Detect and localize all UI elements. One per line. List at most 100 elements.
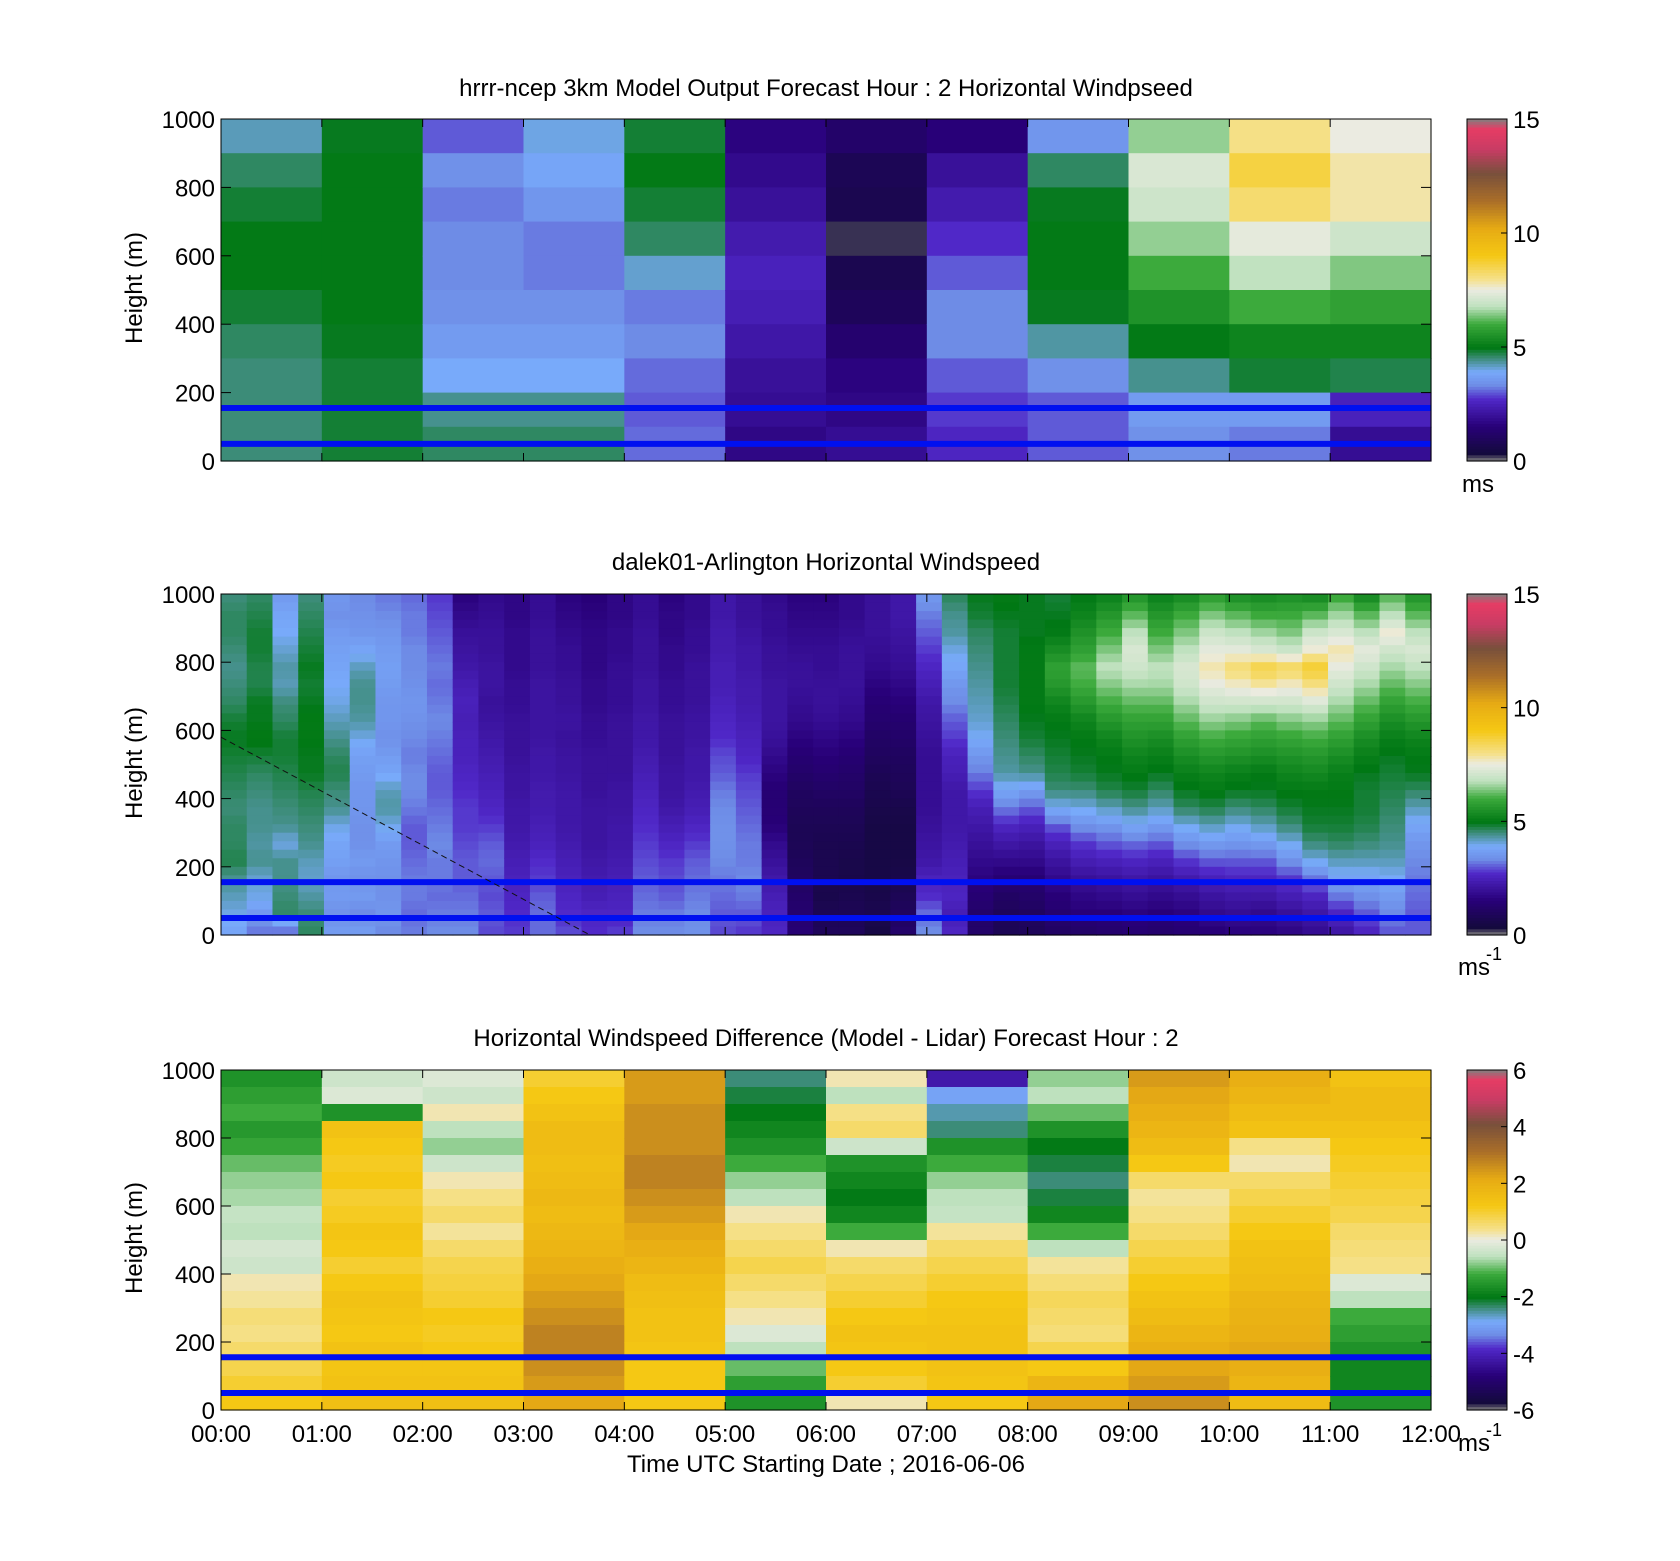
heatmap-cell xyxy=(967,798,994,808)
heatmap-cell xyxy=(272,909,299,919)
heatmap-cell xyxy=(993,755,1020,766)
heatmap-cell xyxy=(624,1104,726,1122)
heatmap-cell xyxy=(658,713,685,723)
heatmap-cell xyxy=(864,773,891,783)
heatmap-cell xyxy=(838,892,866,902)
heatmap-cell xyxy=(761,790,788,800)
heatmap-cell xyxy=(1122,594,1149,604)
heatmap-cell xyxy=(555,611,583,621)
heatmap-cell xyxy=(725,119,827,154)
heatmap-cell xyxy=(1276,824,1303,834)
heatmap-cell xyxy=(607,866,634,876)
heatmap-cell xyxy=(478,636,505,646)
heatmap-cell xyxy=(246,917,274,928)
heatmap-cell xyxy=(890,781,917,791)
heatmap-cell xyxy=(607,738,634,749)
heatmap-cell xyxy=(1250,807,1278,817)
heatmap-cell xyxy=(607,704,634,714)
heatmap-cell xyxy=(1353,653,1381,663)
heatmap-cell xyxy=(1199,713,1226,723)
heatmap-cell xyxy=(246,858,274,868)
heatmap-cell xyxy=(1328,687,1355,697)
heatmap-cell xyxy=(375,832,402,842)
heatmap-cell xyxy=(1379,764,1406,774)
heatmap-cell xyxy=(735,696,763,706)
colorbar-step xyxy=(1467,341,1507,345)
heatmap-cell xyxy=(967,755,994,766)
heatmap-cell xyxy=(323,721,351,732)
heatmap-cell xyxy=(478,807,505,817)
colorbar-step xyxy=(1467,127,1507,131)
heatmap-cell xyxy=(555,687,583,697)
heatmap-cell xyxy=(555,730,583,740)
heatmap-cell xyxy=(1122,628,1149,638)
heatmap-cell xyxy=(221,1274,323,1292)
heatmap-cell xyxy=(246,602,274,612)
heatmap-cell xyxy=(826,153,928,188)
heatmap-cell xyxy=(658,670,685,680)
heatmap-cell xyxy=(813,858,840,868)
panel-difference-heatmap xyxy=(221,1070,1432,1411)
heatmap-cell xyxy=(684,900,711,911)
heatmap-cell xyxy=(555,696,583,706)
heatmap-cell xyxy=(1128,221,1230,257)
heatmap-cell xyxy=(426,764,454,774)
heatmap-cell xyxy=(941,611,969,621)
heatmap-cell xyxy=(1379,713,1406,723)
heatmap-cell xyxy=(529,738,557,749)
heatmap-cell xyxy=(864,807,891,817)
heatmap-cell xyxy=(993,636,1020,646)
colorbar-step xyxy=(1467,264,1507,268)
heatmap-cell xyxy=(323,917,351,928)
heatmap-cell xyxy=(555,824,583,834)
heatmap-cell xyxy=(555,662,583,672)
heatmap-cell xyxy=(967,670,994,680)
heatmap-cell xyxy=(761,892,788,902)
heatmap-cell xyxy=(375,738,402,749)
heatmap-cell xyxy=(401,713,428,723)
heatmap-cell xyxy=(761,662,788,672)
colorbar-step xyxy=(1467,798,1507,803)
heatmap-cell xyxy=(1070,636,1097,646)
heatmap-cell xyxy=(523,1189,625,1207)
heatmap-cell xyxy=(221,358,323,394)
colorbar-step xyxy=(1467,1279,1507,1284)
heatmap-cell xyxy=(272,824,299,834)
colorbar-step xyxy=(1467,684,1507,689)
heatmap-cell xyxy=(993,687,1020,697)
heatmap-cell xyxy=(1070,900,1097,911)
heatmap-cell xyxy=(1353,679,1381,689)
heatmap-cell xyxy=(1405,619,1432,629)
colorbar-step xyxy=(1467,710,1507,714)
heatmap-cell xyxy=(523,1087,625,1105)
heatmap-cell xyxy=(221,1257,323,1275)
heatmap-cell xyxy=(890,619,917,629)
heatmap-cell xyxy=(321,1070,424,1088)
heatmap-cell xyxy=(1330,1121,1432,1139)
heatmap-cell xyxy=(1122,781,1149,791)
colorbar-step xyxy=(1467,421,1507,425)
heatmap-cell xyxy=(349,619,377,629)
heatmap-cell xyxy=(504,790,531,800)
heatmap-cell xyxy=(555,594,583,604)
heatmap-cell xyxy=(607,807,634,817)
heatmap-cell xyxy=(1096,747,1123,757)
heatmap-cell xyxy=(658,628,685,638)
heatmap-cell xyxy=(1147,747,1175,757)
heatmap-cell xyxy=(624,255,726,291)
heatmap-cell xyxy=(426,628,454,638)
colorbar-step xyxy=(1467,247,1507,251)
heatmap-cell xyxy=(298,721,325,732)
heatmap-cell xyxy=(890,807,917,817)
heatmap-cell xyxy=(1173,653,1200,663)
y-tick-label: 200 xyxy=(175,381,215,408)
colorbar-step xyxy=(1467,821,1507,825)
heatmap-cell xyxy=(221,832,248,842)
heatmap-cell xyxy=(422,1104,525,1122)
heatmap-cell xyxy=(1405,704,1432,714)
heatmap-cell xyxy=(1250,917,1278,928)
heatmap-cell xyxy=(401,645,428,655)
heatmap-cell xyxy=(1250,926,1278,936)
heatmap-cell xyxy=(426,892,454,902)
heatmap-cell xyxy=(632,662,660,672)
